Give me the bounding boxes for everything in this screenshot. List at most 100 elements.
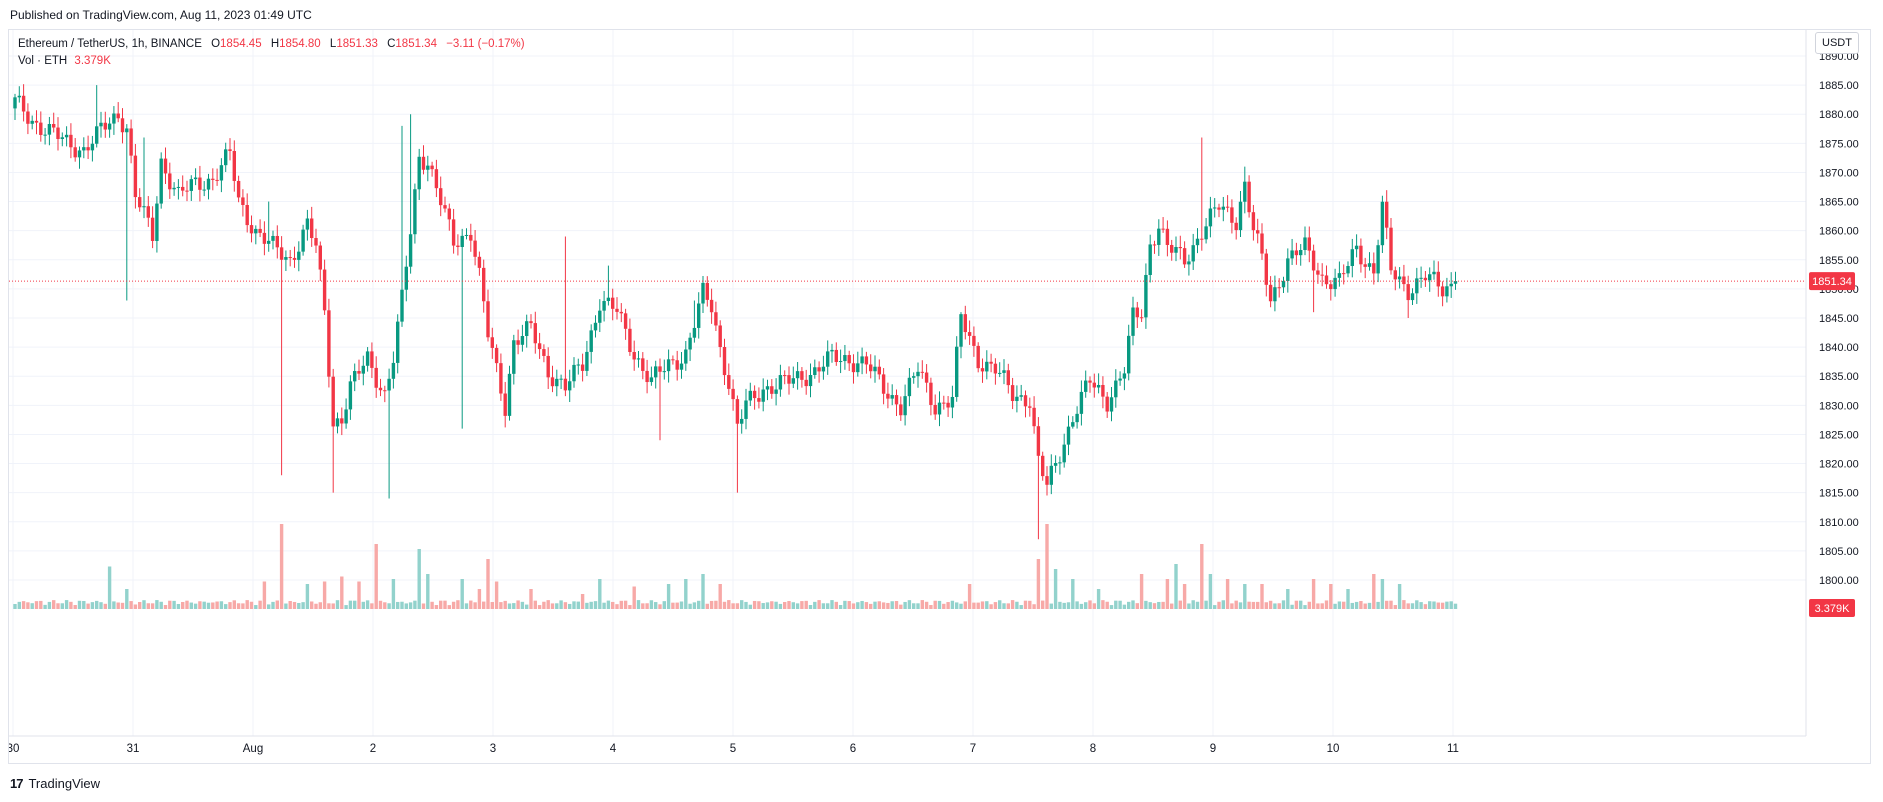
volume-bar: [1066, 602, 1071, 609]
candle-body: [297, 251, 301, 260]
volume-bar: [623, 600, 628, 609]
candle-body: [30, 120, 34, 124]
volume-bar: [494, 581, 499, 609]
candle-body: [1088, 380, 1092, 383]
candle-body: [873, 366, 877, 372]
close-label: C: [387, 38, 396, 50]
volume-bar: [193, 603, 198, 609]
candle-body: [17, 95, 21, 98]
volume-bar: [1273, 603, 1277, 609]
candle-body: [520, 336, 525, 345]
volume-bar: [1139, 574, 1144, 609]
candle-body: [77, 150, 82, 158]
last-price-label: 1851.34: [1812, 276, 1852, 288]
candle-body: [688, 337, 692, 350]
candle-body: [1045, 476, 1049, 485]
candle-body: [1182, 248, 1187, 265]
price-tick-label: 1890.00: [1819, 51, 1859, 63]
volume-bar: [1268, 600, 1273, 609]
candle-body: [675, 360, 679, 370]
volume-bar: [666, 584, 671, 609]
volume-bar: [546, 600, 550, 609]
candle-body: [529, 321, 533, 324]
candle-body: [1397, 276, 1402, 280]
volume-bar: [1213, 605, 1217, 609]
volume-bar: [903, 601, 907, 609]
volume-bar: [1234, 600, 1238, 609]
candle-body: [21, 95, 26, 112]
candle-body: [632, 352, 636, 360]
volume-bar: [1320, 603, 1324, 609]
volume-bar: [808, 605, 813, 609]
volume-bar: [937, 600, 942, 609]
symbol-label[interactable]: Ethereum / TetherUS, 1h, BINANCE: [18, 38, 202, 50]
candle-body: [1079, 391, 1084, 414]
volume-bar: [589, 601, 593, 609]
volume-bar: [628, 605, 632, 609]
volume-bar: [400, 601, 404, 609]
volume-bar: [1178, 600, 1182, 609]
candle-body: [666, 359, 671, 372]
currency-unit-button[interactable]: USDT: [1815, 32, 1859, 54]
chart-pane[interactable]: 1890.00 1885.00 1880.00 1875.00 1870.00 1865.…: [8, 29, 1871, 764]
candle-body: [426, 165, 430, 170]
volume-label[interactable]: Vol · ETH: [18, 55, 68, 67]
candle-body: [628, 328, 632, 353]
volume-bar: [1062, 602, 1066, 609]
volume-bar: [851, 603, 856, 609]
volume-bar: [361, 601, 365, 609]
candle-body: [69, 134, 73, 148]
candle-body: [292, 257, 297, 260]
volume-bar: [1165, 579, 1170, 609]
volume-bar: [1410, 603, 1415, 609]
volume-bar: [13, 604, 17, 609]
volume-bar: [1402, 600, 1406, 609]
volume-bar: [516, 600, 520, 609]
volume-bar: [529, 589, 533, 609]
volume-bar: [1299, 600, 1303, 609]
volume-bar: [1084, 602, 1088, 609]
candle-body: [1234, 222, 1238, 231]
candle-body: [1157, 228, 1161, 245]
volume-bar: [146, 603, 150, 609]
volume-bar: [1256, 601, 1260, 609]
price-chart[interactable]: 1890.00 1885.00 1880.00 1875.00 1870.00 1865.…: [9, 30, 1870, 763]
time-tick-label: 2: [370, 743, 376, 755]
candle-body: [163, 158, 168, 174]
candle-body: [34, 120, 39, 123]
volume-bar: [1204, 600, 1208, 609]
candle-body: [168, 173, 172, 190]
close-value: 1851.34: [395, 38, 437, 50]
volume-bar: [761, 603, 765, 609]
time-tick-label: 11: [1447, 743, 1459, 755]
candle-body: [456, 245, 460, 248]
candle-body: [606, 297, 611, 302]
volume-bar: [138, 602, 142, 609]
volume-bar: [671, 602, 675, 609]
volume-bar: [787, 601, 791, 609]
volume-bar: [1243, 584, 1247, 609]
volume-bar: [727, 600, 731, 609]
volume-bar: [206, 602, 211, 609]
time-tick-label: 9: [1210, 743, 1216, 755]
volume-bar: [795, 603, 800, 609]
candle-body: [258, 228, 262, 233]
volume-bar: [559, 600, 563, 609]
volume-bar: [1157, 601, 1161, 609]
volume-bar: [469, 600, 473, 609]
volume-bar: [1023, 600, 1028, 609]
volume-bar: [989, 604, 993, 609]
candle-body: [993, 363, 998, 374]
volume-bar: [933, 600, 937, 609]
candle-body: [550, 377, 555, 387]
candle-body: [1058, 462, 1062, 464]
volume-bar: [499, 602, 503, 609]
candle-body: [1191, 245, 1195, 262]
candle-body: [731, 388, 735, 400]
candle-body: [473, 240, 477, 257]
candle-body: [860, 356, 864, 364]
candle-body: [727, 375, 731, 389]
candle-body: [327, 310, 331, 377]
candle-body: [1277, 287, 1281, 289]
volume-bar: [314, 603, 318, 609]
